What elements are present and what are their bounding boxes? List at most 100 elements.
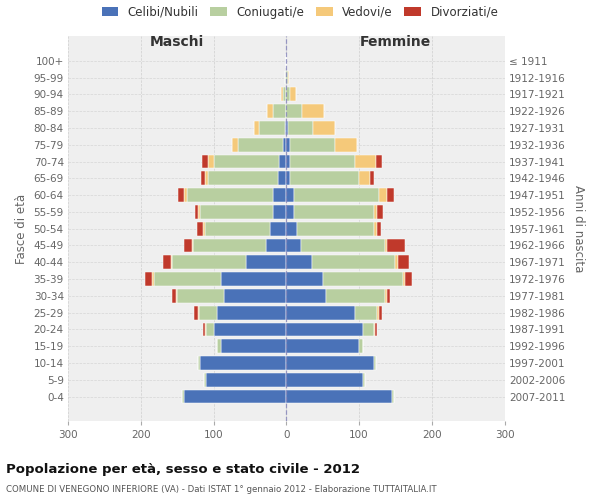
Bar <box>293 205 374 219</box>
Bar <box>387 289 391 302</box>
Bar <box>232 138 238 151</box>
Bar <box>355 154 376 168</box>
Bar <box>374 222 377 235</box>
Bar <box>286 222 297 235</box>
Bar <box>313 121 335 135</box>
Bar <box>293 188 379 202</box>
Bar <box>208 154 214 168</box>
Bar <box>278 172 286 185</box>
Bar <box>286 188 293 202</box>
Bar <box>387 238 405 252</box>
Bar <box>370 172 374 185</box>
Bar <box>301 238 385 252</box>
Bar <box>214 154 279 168</box>
Bar <box>286 104 302 118</box>
Bar <box>217 306 286 320</box>
Bar <box>286 340 359 353</box>
Bar <box>198 356 200 370</box>
Bar <box>286 238 301 252</box>
Bar <box>205 172 208 185</box>
Bar <box>326 289 385 302</box>
Bar <box>184 238 191 252</box>
Bar <box>323 272 403 286</box>
Bar <box>198 205 200 219</box>
Y-axis label: Anni di nascita: Anni di nascita <box>572 185 585 272</box>
Bar <box>182 390 184 404</box>
Bar <box>359 172 370 185</box>
Bar <box>281 88 283 101</box>
Bar <box>403 272 405 286</box>
Bar <box>206 322 214 336</box>
Bar <box>290 138 335 151</box>
Bar <box>254 121 259 135</box>
Bar <box>279 154 286 168</box>
Bar <box>184 188 187 202</box>
Bar <box>297 222 374 235</box>
Legend: Celibi/Nubili, Coniugati/e, Vedovi/e, Divorziati/e: Celibi/Nubili, Coniugati/e, Vedovi/e, Di… <box>97 1 503 24</box>
Bar <box>268 104 273 118</box>
Bar <box>221 272 286 286</box>
Bar <box>203 322 205 336</box>
Text: Maschi: Maschi <box>150 35 204 49</box>
Bar <box>363 322 374 336</box>
Bar <box>172 289 176 302</box>
Bar <box>398 256 409 269</box>
Bar <box>285 70 286 85</box>
Bar <box>375 322 377 336</box>
Bar <box>194 306 197 320</box>
Bar <box>335 138 357 151</box>
Bar <box>359 340 363 353</box>
Bar <box>395 256 398 269</box>
Bar <box>246 256 286 269</box>
Bar <box>290 154 355 168</box>
Bar <box>283 138 286 151</box>
Bar <box>273 188 286 202</box>
Bar <box>288 121 313 135</box>
Bar <box>377 205 383 219</box>
Bar <box>405 272 412 286</box>
Bar <box>170 256 172 269</box>
Bar <box>273 104 286 118</box>
Bar <box>204 373 206 386</box>
Bar <box>286 154 290 168</box>
Bar <box>290 88 296 101</box>
Bar <box>286 272 323 286</box>
Bar <box>377 306 379 320</box>
Bar <box>379 188 387 202</box>
Bar <box>200 205 273 219</box>
Bar <box>283 88 286 101</box>
Text: Femmine: Femmine <box>360 35 431 49</box>
Bar <box>385 238 387 252</box>
Bar <box>206 373 286 386</box>
Bar <box>270 222 286 235</box>
Bar <box>286 172 290 185</box>
Bar <box>376 154 382 168</box>
Bar <box>286 256 312 269</box>
Bar <box>385 289 387 302</box>
Bar <box>205 222 270 235</box>
Bar <box>176 289 177 302</box>
Bar <box>201 172 205 185</box>
Bar <box>202 154 208 168</box>
Bar <box>290 172 359 185</box>
Bar <box>288 70 289 85</box>
Bar <box>374 356 376 370</box>
Bar <box>387 188 394 202</box>
Bar <box>286 373 363 386</box>
Bar <box>152 272 154 286</box>
Bar <box>363 373 365 386</box>
Bar <box>286 121 288 135</box>
Bar <box>238 138 283 151</box>
Bar <box>302 104 324 118</box>
Bar <box>392 390 394 404</box>
Bar <box>286 70 288 85</box>
Bar <box>172 256 246 269</box>
Bar <box>191 238 193 252</box>
Bar <box>200 356 286 370</box>
Bar <box>221 340 286 353</box>
Bar <box>205 322 206 336</box>
Bar <box>214 322 286 336</box>
Bar <box>154 272 221 286</box>
Bar <box>145 272 152 286</box>
Bar <box>285 121 286 135</box>
